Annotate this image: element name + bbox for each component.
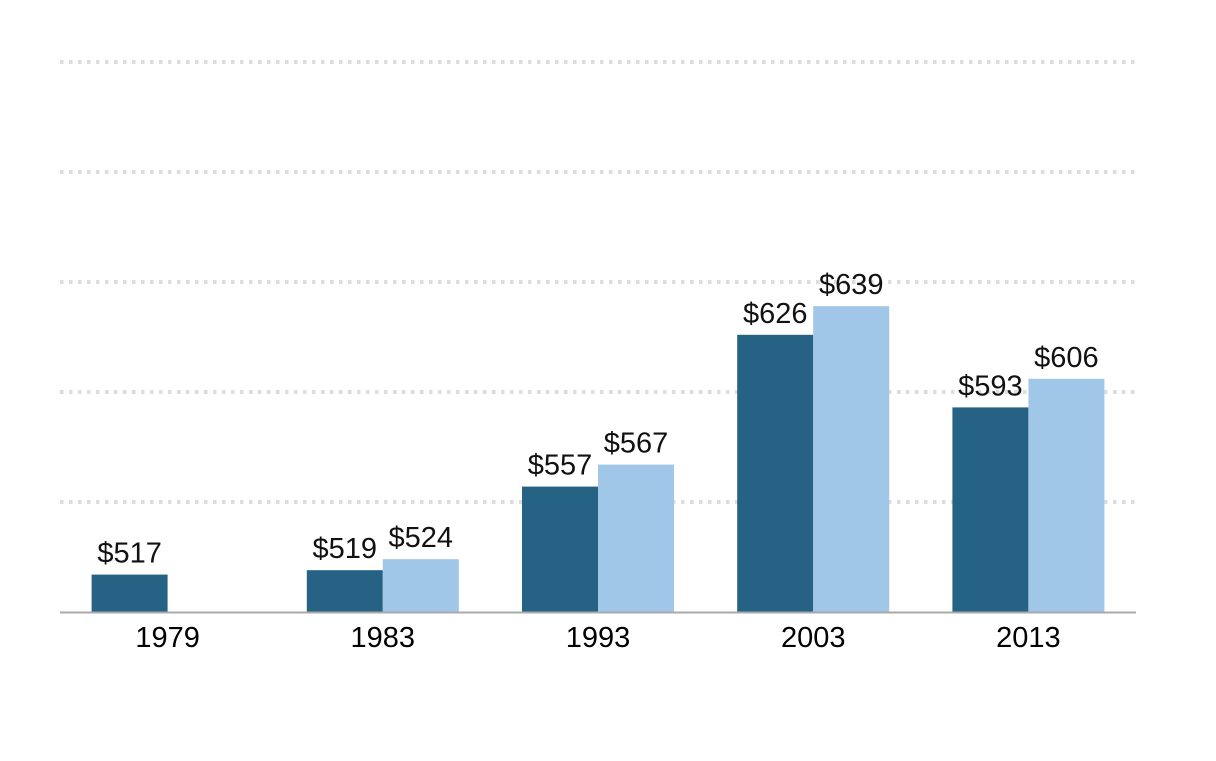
x-tick-label-1993: 1993 [566,622,631,654]
data-labels: $517 $519 $524 $557 $567 $626 $639 $593 $606 [97,269,1098,569]
data-label-2013-series-2: $606 [1034,342,1099,374]
data-label-1993-series-1: $557 [528,450,593,482]
bar-1983-series-1 [306,570,383,612]
x-tick-label-2003: 2003 [781,622,846,654]
data-label-1983-series-1: $519 [313,533,378,565]
bar-2003-series-1 [737,334,814,612]
bar-1993-series-1 [522,486,598,612]
x-tick-label-1983: 1983 [351,622,416,654]
data-label-2013-series-1: $593 [958,370,1023,402]
bar-2003-series-2 [813,306,890,612]
data-label-1993-series-2: $567 [604,428,669,460]
data-label-1979-series-1: $517 [97,538,162,570]
bars [91,306,1105,612]
bar-1983-series-2 [382,559,459,612]
x-tick-label-2013: 2013 [996,622,1061,654]
x-axis-tick-labels: 1979 1983 1993 2003 2013 [135,622,1060,654]
data-label-2003-series-1: $626 [743,298,808,330]
data-label-1983-series-2: $524 [389,522,454,554]
data-label-2003-series-2: $639 [819,269,884,301]
x-tick-label-1979: 1979 [135,622,200,654]
bar-1979-series-1 [91,574,168,612]
bar-2013-series-1 [952,407,1029,612]
bar-1993-series-2 [598,464,674,612]
bar-2013-series-2 [1028,378,1105,612]
